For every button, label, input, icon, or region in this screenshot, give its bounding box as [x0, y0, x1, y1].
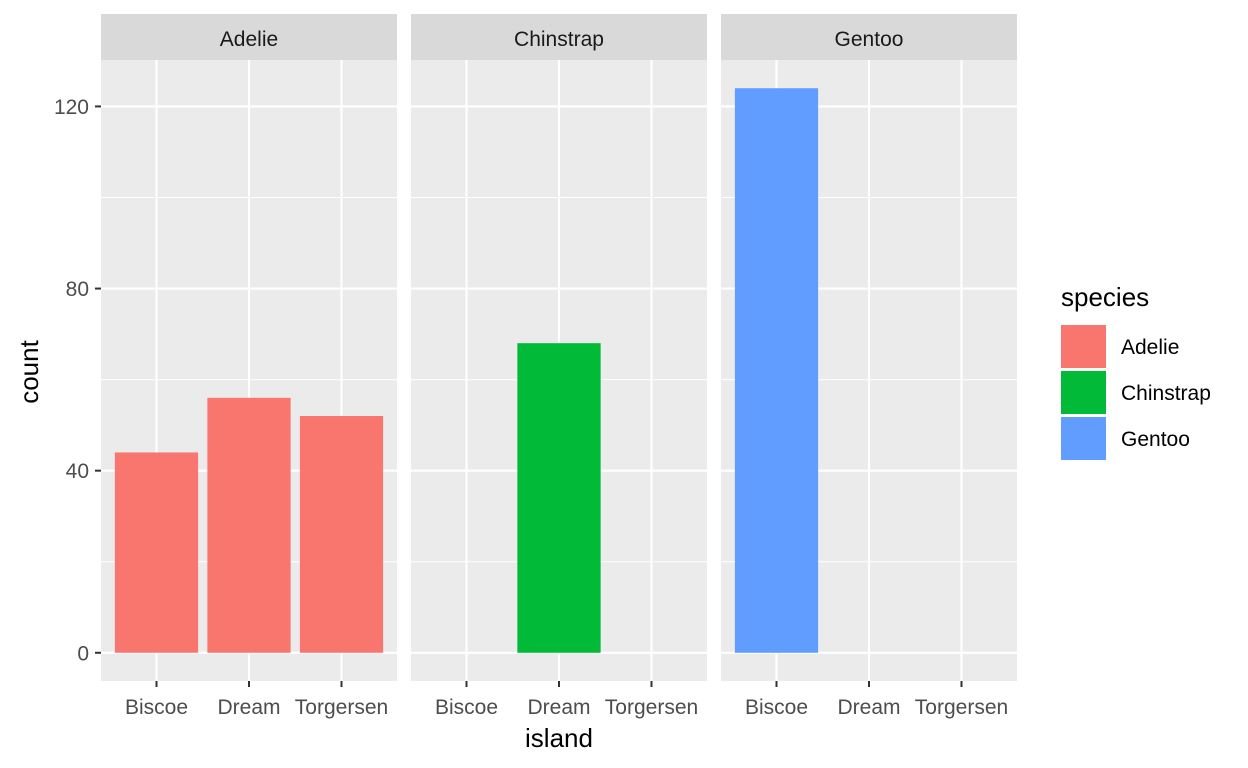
facet-panel-gentoo: Gentoo Biscoe Dream Torgersen [721, 14, 1017, 719]
y-tick-label: 40 [66, 460, 89, 483]
y-tick-label: 0 [77, 642, 89, 665]
x-tick-label: Torgersen [605, 696, 698, 719]
strip-background [101, 14, 397, 60]
x-tick-label: Torgersen [295, 696, 388, 719]
strip-label: Adelie [220, 28, 278, 51]
legend-label-gentoo: Gentoo [1121, 428, 1190, 451]
y-tick-label: 80 [66, 278, 89, 301]
bar-adelie-dream [207, 397, 291, 653]
x-tick-label: Dream [527, 696, 590, 719]
y-tick-label: 120 [54, 96, 89, 119]
x-tick-label: Biscoe [745, 696, 808, 719]
legend-label-adelie: Adelie [1121, 336, 1179, 359]
bar-gentoo-biscoe [734, 88, 819, 653]
legend-key-gentoo [1061, 417, 1106, 460]
facet-panel-chinstrap: Chinstrap Biscoe Dream Torgersen [411, 14, 707, 719]
x-tick-label: Torgersen [915, 696, 1008, 719]
strip-label: Chinstrap [514, 28, 604, 51]
x-tick-label: Dream [217, 696, 280, 719]
x-tick-label: Biscoe [435, 696, 498, 719]
strip-background [411, 14, 707, 60]
x-tick-label: Dream [837, 696, 900, 719]
x-axis-title: island [525, 723, 593, 753]
bar-chinstrap-dream [517, 343, 601, 653]
legend: species Adelie Chinstrap Gentoo [1061, 282, 1211, 460]
bar-adelie-torgersen [299, 416, 384, 653]
y-axis-title: count [14, 339, 44, 403]
y-axis: 0 40 80 120 [54, 96, 101, 665]
strip-label: Gentoo [835, 28, 904, 51]
strip-background [721, 14, 1017, 60]
facet-panels: Adelie Biscoe Dream Torgersen Chinstrap Bisco… [101, 14, 1017, 719]
legend-label-chinstrap: Chinstrap [1121, 382, 1211, 405]
legend-key-adelie [1061, 325, 1106, 368]
facet-panel-adelie: Adelie Biscoe Dream Torgersen [101, 14, 397, 719]
legend-title: species [1061, 282, 1149, 312]
bar-adelie-biscoe [114, 452, 199, 653]
legend-key-chinstrap [1061, 371, 1106, 414]
x-tick-label: Biscoe [125, 696, 188, 719]
